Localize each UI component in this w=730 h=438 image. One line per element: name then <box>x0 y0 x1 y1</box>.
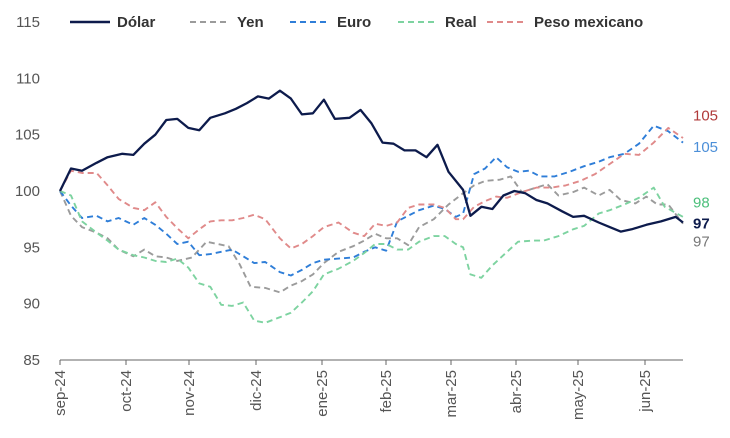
x-tick-label: jun-25 <box>637 370 654 413</box>
y-tick-label: 85 <box>23 352 40 369</box>
y-tick-label: 95 <box>23 239 40 256</box>
y-axis: 85 90 95 100 105 110 115 <box>15 14 40 369</box>
x-tick-label: nov-24 <box>181 370 198 416</box>
x-tick-label: sep-24 <box>52 370 69 416</box>
y-tick-label: 115 <box>16 14 40 31</box>
y-tick-label: 105 <box>15 127 40 144</box>
end-value-label: 98 <box>693 194 710 211</box>
x-tick-label: abr-25 <box>508 370 525 413</box>
legend-label: Peso mexicano <box>534 14 643 31</box>
y-tick-label: 90 <box>23 296 40 313</box>
series-line-euro <box>59 124 684 277</box>
legend-label: Euro <box>337 14 371 31</box>
series-layer <box>58 89 684 324</box>
x-tick-label: may-25 <box>570 370 587 420</box>
x-tick-label: feb-25 <box>378 370 395 413</box>
x-tick-label: ene-25 <box>314 370 331 417</box>
series-line-dólar <box>58 89 684 233</box>
end-value-label: 105 <box>693 139 718 156</box>
y-tick-label: 100 <box>15 183 40 200</box>
legend-label: Real <box>445 14 477 31</box>
y-tick-label: 110 <box>16 70 40 87</box>
x-axis: sep-24 oct-24 nov-24 dic-24 ene-25 feb-25 mar-… <box>52 359 683 420</box>
series-line-yen <box>59 175 684 294</box>
end-value-label: 97 <box>693 234 710 251</box>
end-value-label: 97 <box>693 216 710 233</box>
x-tick-label: oct-24 <box>118 370 135 412</box>
x-tick-label: dic-24 <box>248 370 265 411</box>
series-line-peso-mexicano <box>59 126 684 250</box>
end-value-label: 105 <box>693 108 718 125</box>
legend-label: Yen <box>237 14 264 31</box>
series-line-real <box>59 186 684 324</box>
legend-label: Dólar <box>117 14 156 31</box>
legend: Dólar Yen Euro Real Peso mexicano <box>70 14 643 31</box>
x-tick-label: mar-25 <box>443 370 460 418</box>
